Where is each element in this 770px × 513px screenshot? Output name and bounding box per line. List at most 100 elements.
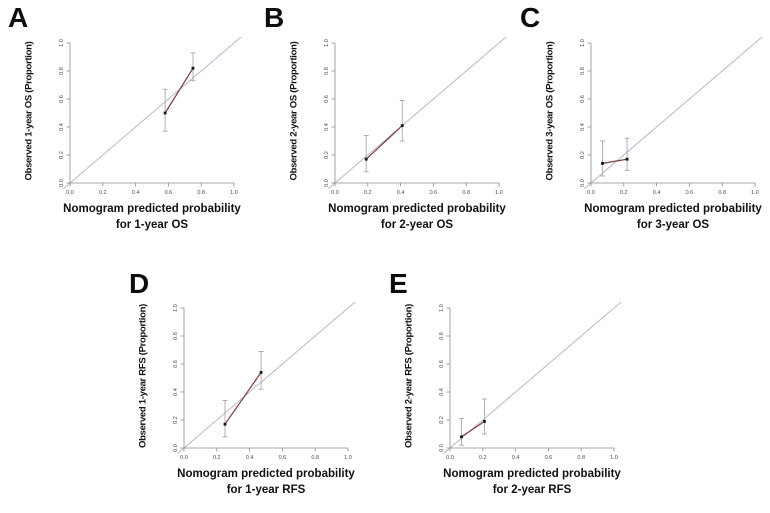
x-axis-label-line1: Nomogram predicted probability xyxy=(443,468,621,480)
data-point xyxy=(223,422,227,426)
data-point xyxy=(400,124,404,127)
y-axis-label-text: Observed 2-year RFS (Proportion) xyxy=(403,303,415,449)
x-axis-label-line1: Nomogram predicted probability xyxy=(63,203,241,215)
axes xyxy=(446,307,615,452)
y-tick-label: 0.4 xyxy=(580,123,586,131)
y-tick-label: 0.8 xyxy=(173,332,179,340)
data-point xyxy=(364,157,368,161)
calibration-plot-2yr-os: 0.0 0.2 0.4 0.6 0.8 1.0 0.0 0.2 0.4 0.6 0.8 1.0 xyxy=(324,37,507,196)
y-tick-label: 0.8 xyxy=(580,67,586,75)
y-axis-label-text: Observed 1-year OS (Proportion) xyxy=(23,41,35,181)
axes xyxy=(180,307,349,452)
y-tick-label: 0.8 xyxy=(324,67,330,75)
data-point xyxy=(191,66,195,70)
y-axis-label-text: Observed 2-year OS (Proportion) xyxy=(288,41,300,181)
x-tick-label: 0.2 xyxy=(364,190,372,196)
x-tick-label: 1.0 xyxy=(230,190,238,196)
figure-row-top: A Observed 1-year OS (Proportion) 0.0 0.2… xyxy=(0,0,768,262)
error-bar xyxy=(458,418,464,446)
reference-line xyxy=(63,37,242,189)
y-tick-label: 1.0 xyxy=(324,39,330,47)
y-tick-label: 0.6 xyxy=(173,360,179,368)
y-tick-label: 1.0 xyxy=(59,39,65,47)
y-tick-label: 0.2 xyxy=(59,151,65,159)
x-tick-label: 0.4 xyxy=(132,190,140,196)
y-tick-label: 0.2 xyxy=(439,416,445,424)
x-axis-label-line2: for 2-year OS xyxy=(380,219,454,231)
y-axis-label-e: Observed 2-year RFS (Proportion) xyxy=(400,302,418,467)
calibration-plot-3yr-os: 0.0 0.2 0.4 0.6 0.8 1.0 0.0 0.2 0.4 0.6 0.8 1.0 xyxy=(580,37,763,196)
x-tick-label: 0.8 xyxy=(197,190,205,196)
y-tick-label: 0.4 xyxy=(439,388,445,396)
x-tick-label: 0.8 xyxy=(311,455,319,461)
x-tick-label: 0.2 xyxy=(479,455,487,461)
x-tick-label: 0.8 xyxy=(577,455,585,461)
x-tick-label: 1.0 xyxy=(495,190,503,196)
reference-line xyxy=(443,302,622,454)
y-axis-label-b: Observed 2-year OS (Proportion) xyxy=(285,37,303,202)
x-axis-label-line2: for 1-year OS xyxy=(115,219,189,231)
figure-row-bottom: D Observed 1-year RFS (Proportion) 0.0 0.… xyxy=(105,262,665,510)
x-tick-label: 0.4 xyxy=(653,190,661,196)
data-point xyxy=(163,111,167,115)
x-axis-label-line1: Nomogram predicted probability xyxy=(328,203,506,215)
y-tick-label: 1.0 xyxy=(439,304,445,312)
error-bar xyxy=(258,351,264,390)
y-axis-label-text: Observed 1-year RFS (Proportion) xyxy=(137,303,149,449)
x-tick-label: 1.0 xyxy=(751,190,759,196)
error-bar xyxy=(624,137,630,171)
y-tick-label: 0.2 xyxy=(580,151,586,159)
plot-area-c: Observed 3-year OS (Proportion) 0.0 0.2 0.… xyxy=(541,37,768,231)
plot-area-e: Observed 2-year RFS (Proportion) 0.0 0.2 0… xyxy=(400,302,665,496)
x-axis-label-line1: Nomogram predicted probability xyxy=(584,203,762,215)
panel-e: E Observed 2-year RFS (Proportion) 0.0 0.… xyxy=(385,262,665,510)
reference-line xyxy=(584,37,763,189)
reference-line xyxy=(177,302,356,454)
y-tick-label: 0.8 xyxy=(59,67,65,75)
x-tick-label: 0.0 xyxy=(446,455,454,461)
plot-area-b: Observed 2-year OS (Proportion) 0.0 0.2 0.… xyxy=(285,37,512,231)
plot-column-b: 0.0 0.2 0.4 0.6 0.8 1.0 0.0 0.2 0.4 0.6 0.8 1.0 Nom… xyxy=(303,37,509,231)
x-tick-label: 0.0 xyxy=(331,190,339,196)
x-tick-label: 0.4 xyxy=(246,455,254,461)
axes xyxy=(587,42,756,187)
x-tick-label: 0.6 xyxy=(430,190,438,196)
plot-column-d: 0.0 0.2 0.4 0.6 0.8 1.0 0.0 0.2 0.4 0.6 0.8 1.0 Nom… xyxy=(152,302,358,496)
reference-line xyxy=(328,37,507,189)
x-tick-label: 0.4 xyxy=(512,455,520,461)
data-point xyxy=(625,157,629,161)
panel-c-letter: C xyxy=(520,2,541,33)
y-tick-label: 0.0 xyxy=(173,444,179,452)
x-tick-label: 1.0 xyxy=(344,455,352,461)
panel-b: B Observed 2-year OS (Proportion) 0.0 0.2… xyxy=(256,0,512,262)
panel-e-letter: E xyxy=(389,268,408,299)
calibration-plot-1yr-rfs: 0.0 0.2 0.4 0.6 0.8 1.0 0.0 0.2 0.4 0.6 0.8 1.0 xyxy=(173,302,356,461)
panel-d: D Observed 1-year RFS (Proportion) 0.0 0.… xyxy=(105,262,385,510)
plot-area-d: Observed 1-year RFS (Proportion) 0.0 0.2 0… xyxy=(134,302,385,496)
x-axis-label-line2: for 3-year OS xyxy=(636,219,710,231)
y-tick-label: 0.0 xyxy=(580,179,586,187)
calibration-line xyxy=(224,372,262,425)
calibration-line xyxy=(602,158,628,164)
error-bar xyxy=(162,88,168,132)
calibration-line xyxy=(164,67,194,114)
y-axis-label-text: Observed 3-year OS (Proportion) xyxy=(544,41,556,181)
y-tick-label: 0.8 xyxy=(439,332,445,340)
axes xyxy=(331,42,500,187)
error-bar xyxy=(222,400,228,438)
y-tick-label: 0.6 xyxy=(324,95,330,103)
x-tick-label: 0.8 xyxy=(718,190,726,196)
x-tick-label: 0.6 xyxy=(545,455,553,461)
panel-a: A Observed 1-year OS (Proportion) 0.0 0.2… xyxy=(0,0,256,262)
x-tick-label: 0.0 xyxy=(66,190,74,196)
y-tick-label: 1.0 xyxy=(173,304,179,312)
data-point xyxy=(259,371,263,374)
y-tick-label: 0.6 xyxy=(439,360,445,368)
y-tick-label: 0.4 xyxy=(173,388,179,396)
panel-d-letter: D xyxy=(129,268,150,299)
x-tick-label: 0.8 xyxy=(462,190,470,196)
y-tick-label: 0.6 xyxy=(580,95,586,103)
x-tick-label: 0.2 xyxy=(99,190,107,196)
x-axis-label-line1: Nomogram predicted probability xyxy=(177,468,355,480)
x-tick-label: 0.2 xyxy=(213,455,221,461)
